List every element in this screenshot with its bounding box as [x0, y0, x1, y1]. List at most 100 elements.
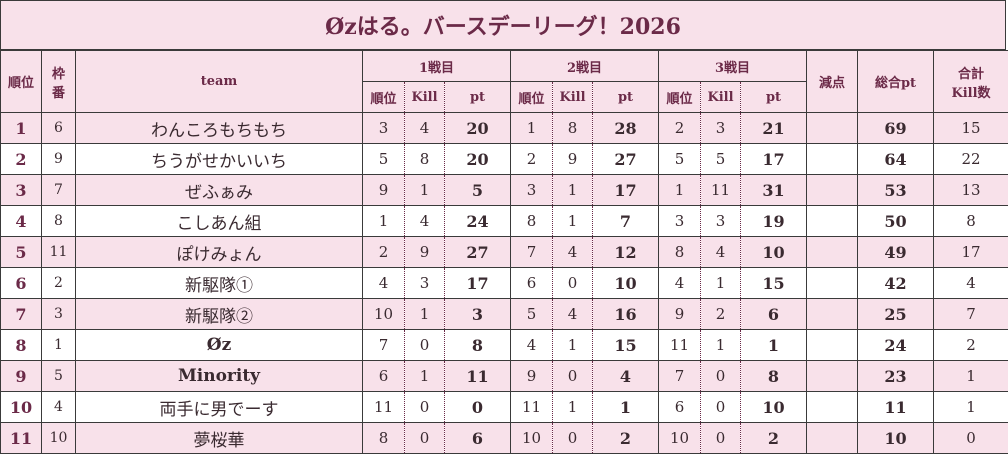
header-penalty: 減点	[806, 50, 858, 113]
cell-m3-rank: 11	[658, 329, 701, 361]
cell-m2-kill: 4	[552, 298, 593, 330]
standings-table: 順位 枠 番 team 1戦目 2戦目 3戦目 減点 総合pt 合計 Kill数…	[0, 50, 1008, 454]
cell-m3-pt: 10	[740, 236, 807, 268]
cell-frame: 11	[41, 236, 76, 268]
cell-m2-rank: 6	[510, 267, 553, 299]
cell-m1-rank: 7	[362, 329, 405, 361]
cell-team: わんころもちもち	[75, 112, 363, 144]
cell-m2-pt: 10	[592, 267, 659, 299]
cell-penalty	[806, 205, 858, 237]
cell-m2-pt: 12	[592, 236, 659, 268]
cell-m3-rank: 5	[658, 143, 701, 175]
cell-m1-rank: 9	[362, 174, 405, 206]
cell-m1-pt: 0	[444, 391, 511, 423]
cell-m2-kill: 0	[552, 360, 593, 392]
cell-m3-pt: 19	[740, 205, 807, 237]
cell-m3-kill: 11	[700, 174, 741, 206]
cell-total: 49	[857, 236, 934, 268]
header-kill-total: 合計 Kill数	[933, 50, 1008, 113]
header-team: team	[75, 50, 363, 113]
header-frame: 枠 番	[41, 50, 76, 113]
cell-penalty	[806, 267, 858, 299]
table-row: 6 2 新駆隊① 4 3 17 6 0 10 4 1 15 42 4	[0, 267, 1008, 299]
cell-m1-rank: 8	[362, 422, 405, 454]
cell-kill-total: 17	[933, 236, 1008, 268]
cell-m2-kill: 0	[552, 267, 593, 299]
cell-m2-rank: 5	[510, 298, 553, 330]
cell-total: 25	[857, 298, 934, 330]
cell-rank: 11	[0, 422, 42, 454]
table-row: 7 3 新駆隊② 10 1 3 5 4 16 9 2 6 25 7	[0, 298, 1008, 330]
cell-m1-pt: 24	[444, 205, 511, 237]
cell-rank: 4	[0, 205, 42, 237]
cell-m3-kill: 0	[700, 360, 741, 392]
header-frame-line2: 番	[51, 85, 65, 101]
cell-m3-pt: 17	[740, 143, 807, 175]
table-row: 11 10 夢桜華 8 0 6 10 0 2 10 0 2 10 0	[0, 422, 1008, 454]
cell-m1-rank: 1	[362, 205, 405, 237]
cell-m2-rank: 2	[510, 143, 553, 175]
header-match2: 2戦目	[510, 50, 659, 82]
cell-m2-kill: 1	[552, 391, 593, 423]
cell-m3-pt: 1	[740, 329, 807, 361]
cell-m1-kill: 4	[404, 205, 445, 237]
cell-team: Øz	[75, 329, 363, 361]
table-row: 3 7 ぜふぁみ 9 1 5 3 1 17 1 11 31 53 13	[0, 174, 1008, 206]
cell-rank: 8	[0, 329, 42, 361]
cell-total: 11	[857, 391, 934, 423]
cell-kill-total: 0	[933, 422, 1008, 454]
cell-m2-pt: 15	[592, 329, 659, 361]
cell-m1-rank: 6	[362, 360, 405, 392]
table-row: 10 4 両手に男でーす 11 0 0 11 1 1 6 0 10 11 1	[0, 391, 1008, 423]
cell-team: 夢桜華	[75, 422, 363, 454]
cell-m1-pt: 8	[444, 329, 511, 361]
cell-penalty	[806, 391, 858, 423]
cell-m3-rank: 10	[658, 422, 701, 454]
cell-m1-kill: 0	[404, 329, 445, 361]
cell-frame: 7	[41, 174, 76, 206]
cell-m1-rank: 2	[362, 236, 405, 268]
cell-team: 新駆隊②	[75, 298, 363, 330]
cell-total: 42	[857, 267, 934, 299]
table-row: 4 8 こしあん組 1 4 24 8 1 7 3 3 19 50 8	[0, 205, 1008, 237]
cell-m2-rank: 11	[510, 391, 553, 423]
cell-kill-total: 7	[933, 298, 1008, 330]
cell-frame: 6	[41, 112, 76, 144]
cell-team: ちうがせかいいち	[75, 143, 363, 175]
cell-m3-kill: 3	[700, 112, 741, 144]
cell-penalty	[806, 298, 858, 330]
cell-m3-rank: 7	[658, 360, 701, 392]
cell-m1-pt: 6	[444, 422, 511, 454]
cell-m3-pt: 21	[740, 112, 807, 144]
cell-team: 両手に男でーす	[75, 391, 363, 423]
cell-total: 24	[857, 329, 934, 361]
header-kill-total-line2: Kill数	[951, 85, 991, 101]
cell-m1-pt: 3	[444, 298, 511, 330]
cell-m3-pt: 10	[740, 391, 807, 423]
cell-penalty	[806, 422, 858, 454]
cell-m2-kill: 4	[552, 236, 593, 268]
cell-m1-pt: 20	[444, 143, 511, 175]
cell-penalty	[806, 329, 858, 361]
cell-m2-kill: 1	[552, 329, 593, 361]
cell-m3-pt: 15	[740, 267, 807, 299]
cell-m3-rank: 1	[658, 174, 701, 206]
cell-m1-pt: 5	[444, 174, 511, 206]
header-match3: 3戦目	[658, 50, 807, 82]
cell-m1-kill: 4	[404, 112, 445, 144]
cell-penalty	[806, 112, 858, 144]
cell-kill-total: 2	[933, 329, 1008, 361]
standings-body: 1 6 わんころもちもち 3 4 20 1 8 28 2 3 21 69 15 2 9 ちうがせかいいち 5 8 20…	[0, 112, 1008, 454]
cell-frame: 4	[41, 391, 76, 423]
cell-m3-pt: 31	[740, 174, 807, 206]
cell-m3-kill: 3	[700, 205, 741, 237]
cell-m3-rank: 8	[658, 236, 701, 268]
cell-m2-kill: 1	[552, 205, 593, 237]
header-rank: 順位	[0, 50, 42, 113]
table-row: 8 1 Øz 7 0 8 4 1 15 11 1 1 24 2	[0, 329, 1008, 361]
cell-m3-kill: 1	[700, 329, 741, 361]
cell-m1-kill: 1	[404, 360, 445, 392]
cell-frame: 9	[41, 143, 76, 175]
cell-kill-total: 1	[933, 391, 1008, 423]
